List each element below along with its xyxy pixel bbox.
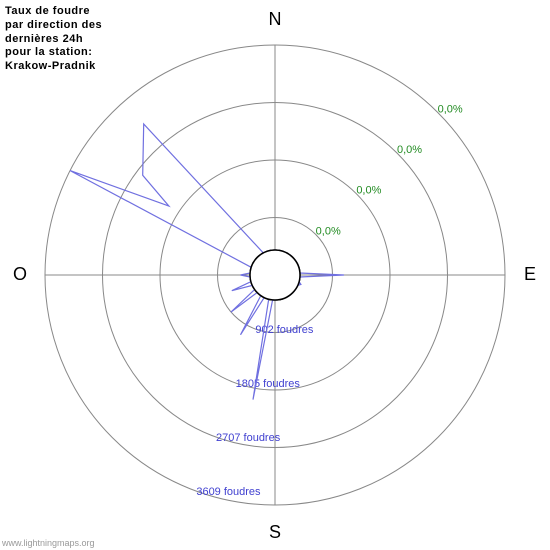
cardinal-e: E — [524, 264, 536, 284]
ring-label-count: 1805 foudres — [236, 378, 301, 390]
cardinal-n: N — [269, 9, 282, 29]
ring-label-percent: 0,0% — [356, 185, 381, 197]
ring-label-count: 2707 foudres — [216, 432, 281, 444]
cardinal-s: S — [269, 522, 281, 542]
chart-title: Taux de foudre par direction des dernièr… — [5, 5, 105, 74]
center-hole-top — [250, 250, 300, 300]
ring-label-percent: 0,0% — [397, 144, 422, 156]
wind-rose-polygon — [70, 124, 344, 400]
ring-label-count: 3609 foudres — [196, 486, 261, 498]
cardinal-o: O — [13, 264, 27, 284]
ring-label-percent: 0,0% — [438, 103, 463, 115]
ring-label-percent: 0,0% — [316, 225, 341, 237]
attribution: www.lightningmaps.org — [2, 538, 95, 548]
